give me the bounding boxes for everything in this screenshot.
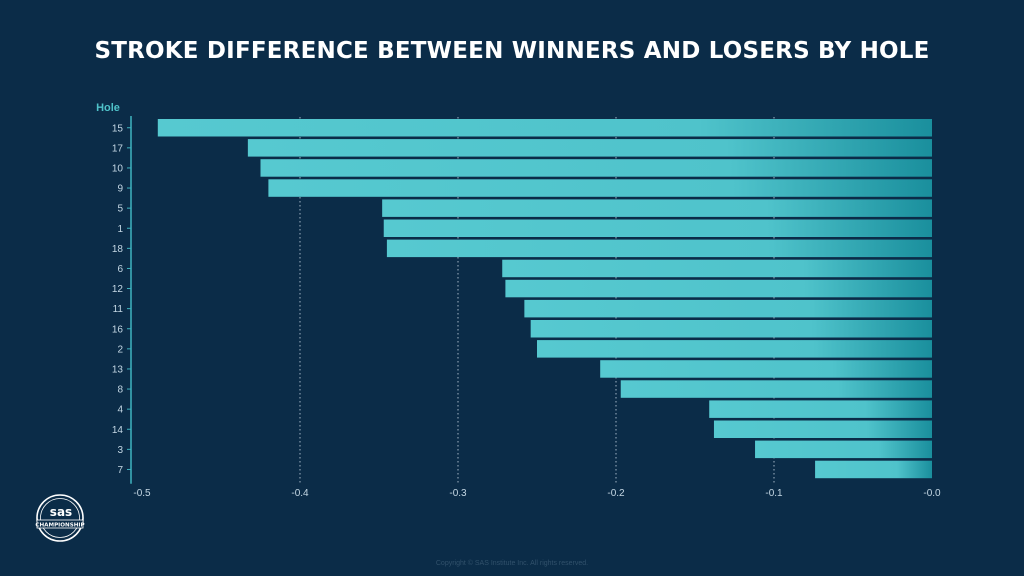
y-axis-title: Hole [96, 102, 120, 114]
svg-text:CHAMPIONSHIP: CHAMPIONSHIP [35, 523, 84, 529]
bar-hole-7 [815, 460, 932, 479]
y-tick-label: 14 [112, 425, 124, 436]
bar-hole-15 [157, 119, 933, 137]
sas-championship-logo: sas CHAMPIONSHIP [35, 494, 85, 542]
bar-hole-1 [383, 219, 932, 237]
y-tick-label: 9 [117, 184, 123, 195]
bar-hole-12 [505, 279, 932, 298]
chart-title: STROKE DIFFERENCE BETWEEN WINNERS AND LO… [94, 38, 930, 64]
y-tick-label: 15 [112, 123, 124, 134]
bar-hole-13 [600, 360, 932, 378]
bar-hole-16 [530, 320, 932, 338]
x-tick-label: -0.2 [607, 488, 625, 499]
bar-hole-2 [537, 340, 932, 358]
y-tick-label: 1 [117, 224, 123, 235]
y-tick-label: 3 [117, 445, 123, 456]
x-tick-label: -0.5 [133, 488, 151, 499]
x-tick-label: -0.3 [449, 488, 467, 499]
y-tick-label: 7 [117, 465, 123, 476]
copyright-notice: Copyright © SAS Institute Inc. All right… [435, 560, 589, 567]
y-tick-label: 8 [117, 385, 123, 396]
y-tick-label: 12 [112, 284, 124, 295]
bar-hole-9 [268, 179, 932, 197]
bar-hole-6 [502, 259, 932, 278]
y-tick-label: 13 [112, 364, 124, 375]
bar-hole-8 [620, 380, 932, 398]
bar-hole-3 [755, 440, 932, 459]
y-tick-label: 2 [117, 344, 123, 355]
y-tick-label: 16 [112, 324, 124, 335]
bar-hole-10 [260, 159, 932, 177]
y-tick-label: 18 [112, 244, 124, 255]
bar-hole-4 [709, 400, 932, 418]
y-tick-label: 6 [117, 264, 123, 275]
bar-hole-14 [713, 420, 932, 438]
svg-text:sas: sas [50, 505, 72, 519]
bar-hole-5 [382, 199, 932, 217]
y-tick-label: 4 [117, 405, 123, 416]
bar-hole-17 [247, 139, 933, 157]
x-tick-label: -0.0 [923, 488, 941, 499]
y-tick-label: 5 [117, 204, 123, 215]
bar-hole-18 [386, 239, 932, 258]
bar-hole-11 [524, 299, 932, 318]
y-tick-label: 10 [112, 163, 124, 174]
y-tick-label: 17 [112, 143, 124, 154]
x-tick-label: -0.1 [765, 488, 783, 499]
x-tick-label: -0.4 [291, 488, 309, 499]
y-tick-label: 11 [113, 304, 124, 315]
